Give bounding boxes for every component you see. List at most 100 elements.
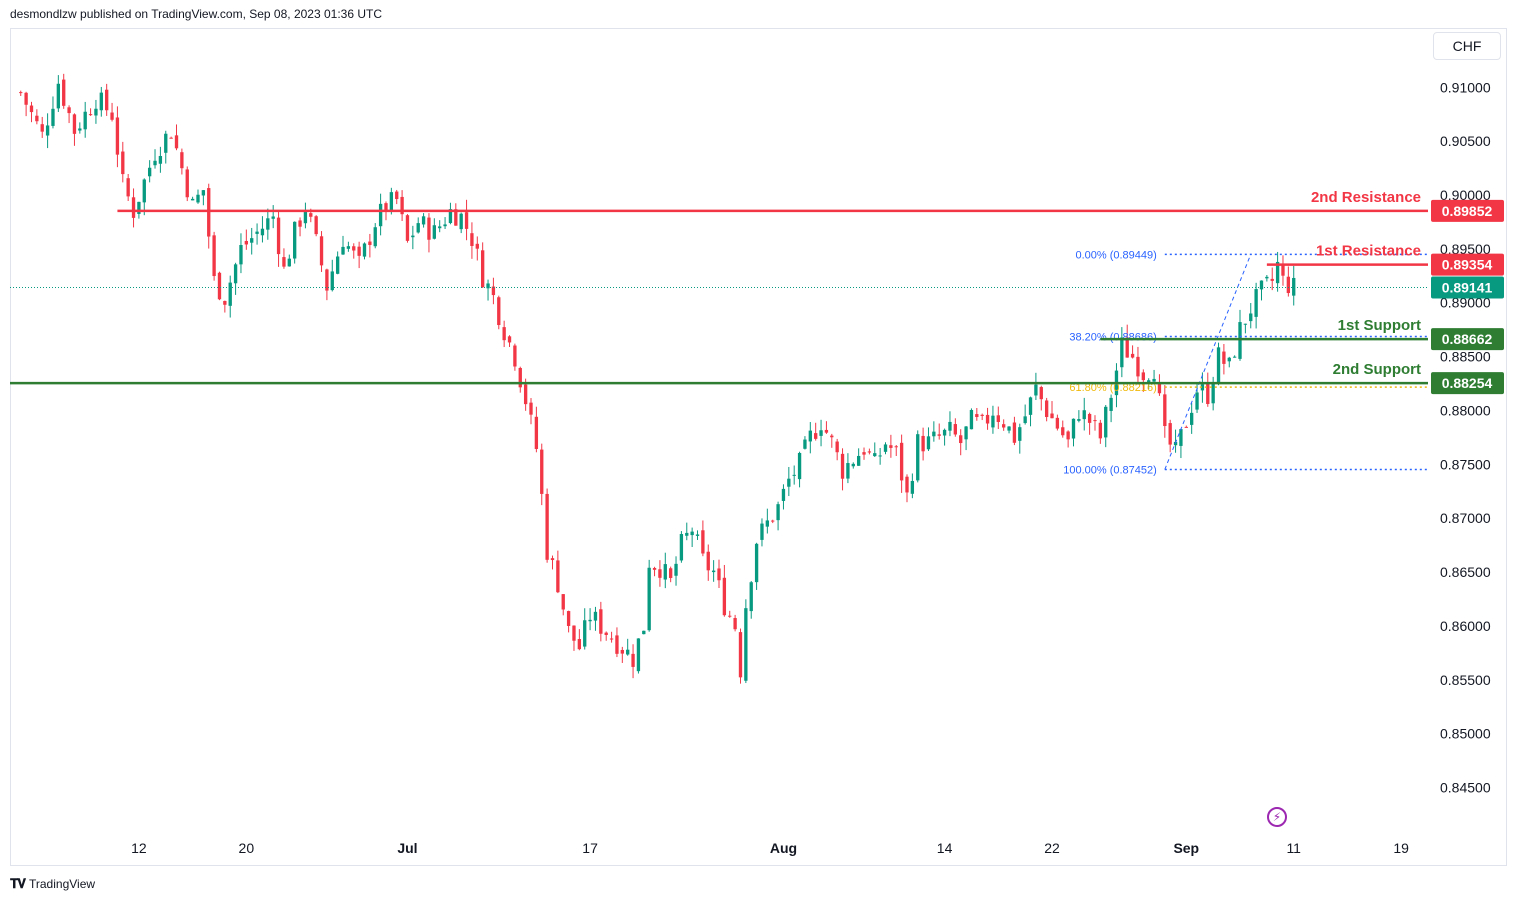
candle-body (899, 442, 904, 481)
candle-body (722, 577, 727, 616)
y-tick-label: 0.84500 (1440, 780, 1491, 796)
candle-body (1243, 323, 1248, 325)
currency-button[interactable]: CHF (1433, 32, 1501, 60)
candle-body (298, 220, 302, 227)
lightning-icon[interactable]: ⚡ (1267, 807, 1287, 827)
candle-body (1211, 383, 1215, 404)
candle-body (1055, 417, 1060, 429)
candle-body (1222, 351, 1226, 364)
candle-body (233, 264, 238, 284)
candle-body (24, 92, 28, 105)
candle-body (352, 246, 356, 251)
candle-body (1018, 427, 1022, 441)
candle-body (615, 635, 619, 654)
candle-body (797, 452, 802, 480)
candle-body (529, 402, 533, 415)
candle-body (803, 439, 807, 449)
candle-body (1141, 372, 1145, 381)
candle-body (566, 611, 571, 626)
y-tick-label: 0.85500 (1440, 672, 1491, 688)
candle-body (1007, 426, 1011, 431)
candle-body (1275, 261, 1280, 284)
candle-body (35, 115, 39, 122)
candle-body (293, 221, 297, 259)
candle-body (309, 213, 313, 217)
candle-body (266, 218, 270, 230)
tradingview-logo-icon: 𝐓𝐕 (10, 876, 26, 891)
candle-body (545, 493, 549, 560)
candle-body (78, 128, 82, 131)
candle-body (1265, 276, 1269, 279)
fib-level-label: 0.00% (0.89449) (1075, 249, 1156, 261)
candle-body (513, 345, 517, 367)
candle-body (846, 463, 850, 479)
level-label: 2nd Resistance (1311, 189, 1421, 206)
candle-body (1206, 382, 1210, 404)
candle-body (378, 203, 383, 227)
candle-body (1093, 420, 1097, 422)
candle-body (454, 209, 458, 226)
candle-body (658, 569, 662, 578)
candle-body (1039, 387, 1043, 400)
candle-body (647, 567, 651, 631)
price-tag-label: 0.89852 (1442, 203, 1493, 219)
candle-body (862, 452, 866, 455)
y-tick-label: 0.88500 (1440, 349, 1491, 365)
candle-body (373, 227, 377, 247)
x-tick-label: 17 (582, 840, 598, 856)
candle-body (389, 192, 394, 211)
fib-level-label: 38.20% (0.88686) (1069, 332, 1156, 344)
chart-frame (10, 28, 1507, 866)
x-tick-label: Sep (1173, 840, 1199, 856)
candle-body (1028, 397, 1033, 415)
fib-level-label: 100.00% (0.87452) (1063, 464, 1157, 476)
candle-body (1292, 277, 1296, 296)
candle-body (905, 476, 909, 493)
candle-body (1044, 400, 1049, 418)
candle-body (164, 133, 168, 153)
candle-body (1157, 382, 1162, 394)
candle-body (765, 520, 770, 527)
candle-body (668, 568, 673, 578)
candle-body (588, 619, 592, 622)
candle-body (201, 190, 206, 196)
candle-body (776, 504, 780, 521)
candle-body (346, 246, 351, 249)
candle-body (1077, 419, 1081, 421)
candle-body (1082, 410, 1086, 420)
candle-body (475, 243, 479, 249)
price-tag (1431, 253, 1504, 276)
candle-body (744, 608, 748, 681)
candle-body (959, 435, 963, 444)
x-tick-label: 14 (937, 840, 953, 856)
candle-body (244, 240, 248, 245)
candle-body (1023, 416, 1027, 424)
candle-body (40, 124, 44, 132)
x-tick-label: 19 (1393, 840, 1409, 856)
candle-body (1190, 412, 1194, 425)
candle-body (405, 215, 410, 241)
candle-body (1168, 423, 1172, 445)
candle-body (540, 449, 544, 494)
candle-body (368, 241, 372, 245)
candle-body (975, 414, 979, 418)
y-tick-label: 0.90000 (1440, 187, 1491, 203)
candle-body (518, 367, 522, 388)
y-tick-label: 0.86500 (1440, 564, 1491, 580)
candle-body (1270, 278, 1274, 281)
y-tick-label: 0.87500 (1440, 456, 1491, 472)
footer-brand: TradingView (29, 877, 96, 891)
candle-body (400, 196, 404, 215)
y-tick-label: 0.87000 (1440, 510, 1491, 526)
candle-body (1195, 392, 1199, 410)
candle-body (808, 430, 812, 442)
candle-body (325, 269, 329, 291)
candle-body (142, 179, 146, 203)
candle-body (19, 92, 23, 94)
candle-body (185, 169, 189, 198)
price-tag (1431, 328, 1504, 351)
published-header: desmondlzw published on TradingView.com,… (10, 7, 383, 21)
candle-body (792, 474, 796, 476)
candle-body (583, 620, 587, 647)
